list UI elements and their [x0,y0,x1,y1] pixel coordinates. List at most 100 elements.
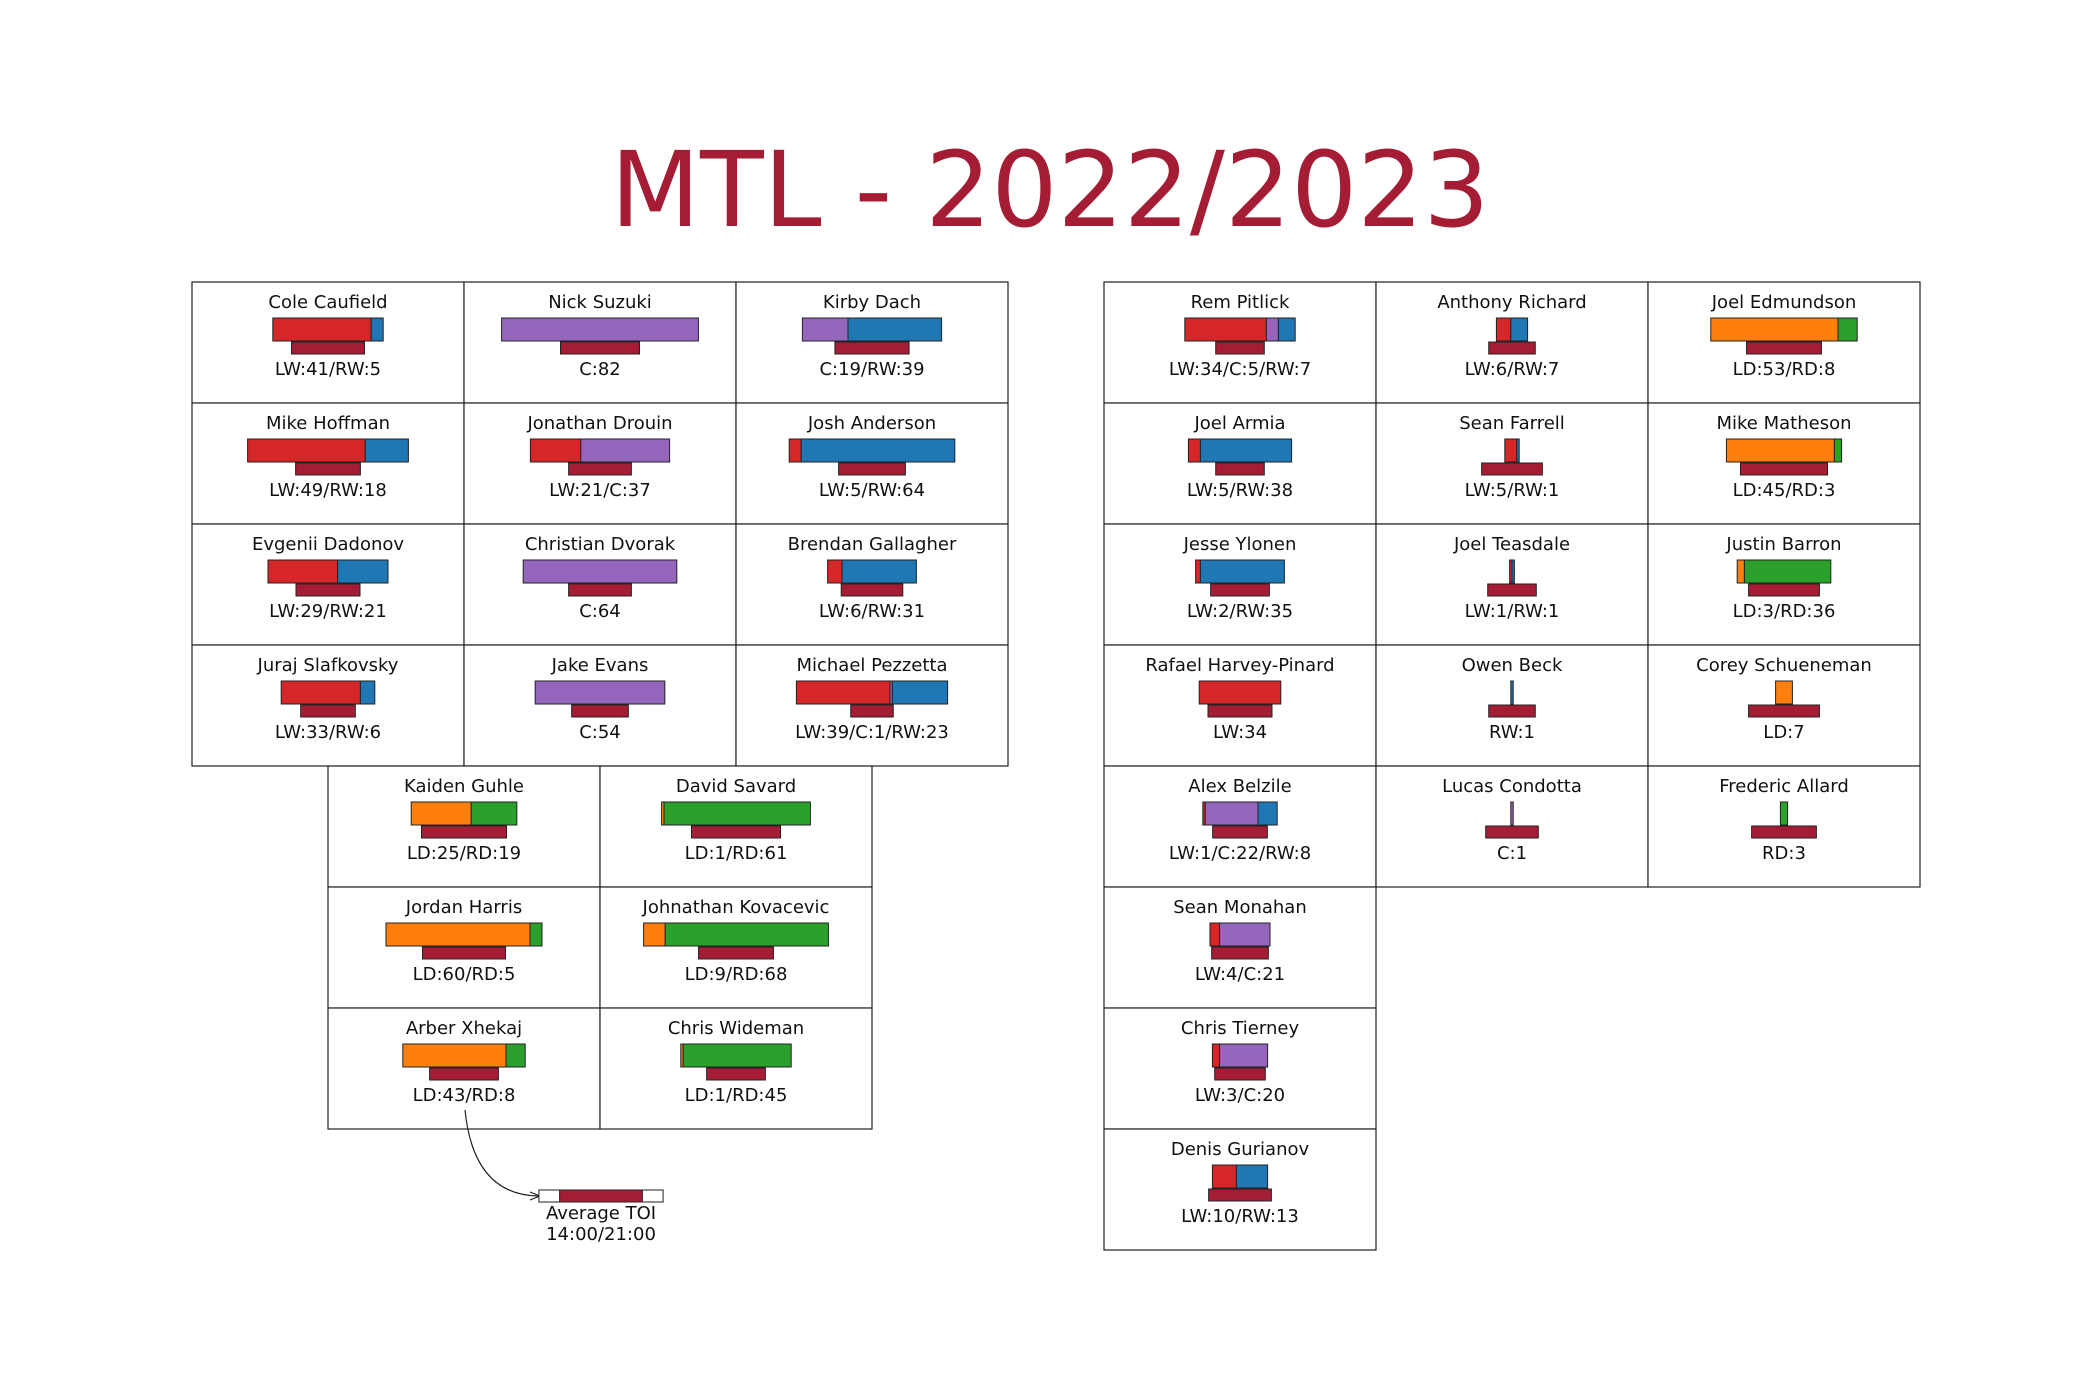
toi-bar [1488,704,1536,718]
player-cell-arber-xhekaj: Arber Xhekaj LD:43/RD:8 [327,1007,601,1130]
games-segment-rd [1837,317,1858,342]
player-name: Jordan Harris [405,897,522,918]
games-label: LD:1/RD:45 [685,1085,788,1106]
legend-range: 14:00/21:00 [546,1224,656,1245]
games-segment-lw [1187,438,1201,463]
games-segment-rw [1510,680,1514,705]
games-label: LW:1/C:22/RW:8 [1169,843,1311,864]
games-segment-c [580,438,671,463]
player-cell-josh-anderson: Josh Anderson LW:5/RW:64 [735,402,1009,525]
games-label: LW:2/RW:35 [1187,601,1293,622]
player-cell-sean-monahan: Sean Monahan LW:4/C:21 [1103,886,1377,1009]
toi-bar [1751,825,1817,839]
games-label: LD:1/RD:61 [685,843,788,864]
player-cell-owen-beck: Owen Beck RW:1 [1375,644,1649,767]
player-cell-mike-hoffman: Mike Hoffman LW:49/RW:18 [191,402,465,525]
games-label: RW:1 [1489,722,1535,743]
games-label: LW:1/RW:1 [1465,601,1560,622]
player-name: Michael Pezzetta [796,655,947,676]
player-cell-lucas-condotta: Lucas Condotta C:1 [1375,765,1649,888]
player-name: Cole Caufield [268,292,387,313]
toi-bar [295,583,361,597]
games-label: C:64 [579,601,621,622]
player-name: Josh Anderson [807,413,936,434]
games-label: C:1 [1497,843,1527,864]
toi-bar [1748,583,1820,597]
toi-bar [698,946,774,960]
games-segment-c [501,317,699,342]
games-label: LW:49/RW:18 [269,480,387,501]
games-label: LD:43/RD:8 [413,1085,516,1106]
games-segment-rd [664,922,829,947]
player-name: Kaiden Guhle [404,776,524,797]
player-cell-jake-evans: Jake Evans C:54 [463,644,737,767]
games-label: LD:53/RD:8 [1733,359,1836,380]
games-segment-lw [1495,317,1512,342]
games-label: LW:4/C:21 [1195,964,1285,985]
toi-bar [571,704,629,718]
games-label: LW:34/C:5/RW:7 [1169,359,1311,380]
games-segment-rw [1199,438,1293,463]
games-label: LW:33/RW:6 [275,722,381,743]
player-cell-evgenii-dadonov: Evgenii Dadonov LW:29/RW:21 [191,523,465,646]
player-cell-johnathan-kovacevic: Johnathan Kovacevic LD:9/RD:68 [599,886,873,1009]
games-segment-rw [891,680,949,705]
player-cell-jesse-ylonen: Jesse Ylonen LW:2/RW:35 [1103,523,1377,646]
games-segment-lw [1504,438,1518,463]
games-label: LD:9/RD:68 [685,964,788,985]
games-label: RD:3 [1762,843,1806,864]
player-name: Juraj Slafkovsky [257,655,399,676]
games-segment-lw [1195,559,1201,584]
games-segment-rw [841,559,917,584]
player-name: Alex Belzile [1188,776,1291,797]
toi-bar [568,462,632,476]
toi-bar [706,1067,766,1081]
toi-bar [420,825,508,839]
player-cell-michael-pezzetta: Michael Pezzetta LW:39/C:1/RW:23 [735,644,1009,767]
player-name: Sean Monahan [1173,897,1307,918]
player-cell-anthony-richard: Anthony Richard LW:6/RW:7 [1375,281,1649,404]
player-name: Joel Teasdale [1453,534,1570,555]
player-name: Sean Farrell [1459,413,1565,434]
player-name: Jonathan Drouin [526,413,672,434]
games-segment-rw [1510,317,1529,342]
games-label: C:19/RW:39 [819,359,924,380]
games-segment-rd [663,801,811,826]
toi-bar [1214,1067,1266,1081]
legend-label: Average TOI [546,1203,656,1224]
player-cell-kaiden-guhle: Kaiden Guhle LD:25/RD:19 [327,765,601,888]
toi-bar [568,583,632,597]
player-name: Owen Beck [1462,655,1563,676]
games-segment-lw [267,559,339,584]
games-segment-ld [385,922,531,947]
toi-bar [690,825,782,839]
player-name: Jake Evans [551,655,649,676]
player-name: Corey Schueneman [1696,655,1872,676]
player-cell-jordan-harris: Jordan Harris LD:60/RD:5 [327,886,601,1009]
toi-bar [834,341,910,355]
player-cell-nick-suzuki: Nick Suzuki C:82 [463,281,737,404]
games-segment-rw [1277,317,1296,342]
player-cell-justin-barron: Justin Barron LD:3/RD:36 [1647,523,1921,646]
toi-bar [421,946,507,960]
games-segment-rd [1833,438,1843,463]
player-cell-cole-caufield: Cole Caufield LW:41/RW:5 [191,281,465,404]
games-label: LD:25/RD:19 [407,843,521,864]
toi-bar [850,704,894,718]
games-segment-rw [370,317,384,342]
toi-bar [295,462,361,476]
player-name: Christian Dvorak [525,534,676,555]
toi-bar [1212,825,1268,839]
games-segment-c [1204,801,1259,826]
games-segment-rw [1516,438,1520,463]
toi-bar [838,462,906,476]
games-segment-rw [1235,1164,1269,1189]
games-segment-lw [247,438,366,463]
player-name: Mike Matheson [1716,413,1851,434]
games-label: LW:29/RW:21 [269,601,387,622]
toi-bar [429,1067,499,1081]
player-name: Brendan Gallagher [788,534,957,555]
games-segment-rw [847,317,943,342]
player-cell-chris-wideman: Chris Wideman LD:1/RD:45 [599,1007,873,1130]
